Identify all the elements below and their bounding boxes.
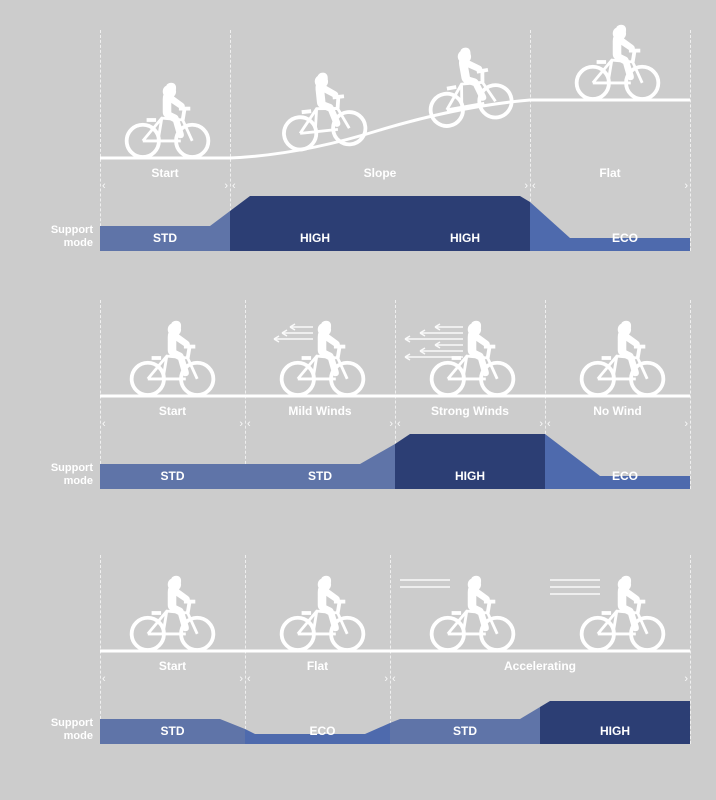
support-mode-label: Supportmode xyxy=(23,462,93,488)
segment-label: Flat xyxy=(530,166,690,180)
support-mode-label: Supportmode xyxy=(23,717,93,743)
segment-label: Flat xyxy=(245,659,390,673)
illustration xyxy=(100,555,690,653)
mode-label: HIGH xyxy=(395,469,545,483)
support-bar: STD HIGH HIGH ECO xyxy=(100,196,690,251)
cyclist xyxy=(414,37,521,132)
cyclist xyxy=(125,573,220,653)
support-bar: STDECOSTDHIGH xyxy=(100,689,690,744)
mode-label: ECO xyxy=(560,469,690,483)
mode-label: HIGH xyxy=(400,231,530,245)
bike-icon xyxy=(575,318,670,398)
mode-label: STD xyxy=(100,469,245,483)
wind-lines-icon xyxy=(395,323,465,363)
mode-label: ECO xyxy=(255,724,390,738)
cyclist xyxy=(120,80,215,160)
cyclist xyxy=(570,22,665,102)
support-bar: STDSTDHIGHECO xyxy=(100,434,690,489)
segment: Flat‹› xyxy=(530,166,690,192)
panel-terrain: Supportmode xyxy=(25,30,690,270)
panel-wind: Supportmode xyxy=(25,300,690,520)
speed-indicator xyxy=(545,575,605,605)
segment: Flat‹› xyxy=(245,659,390,685)
panel-accel: Supportmode xyxy=(25,555,690,775)
cyclist xyxy=(575,318,670,398)
segment: Start‹› xyxy=(100,659,245,685)
segment-label: Start xyxy=(100,166,230,180)
segment: Strong Winds‹› xyxy=(395,404,545,430)
support-mode-label: Supportmode xyxy=(23,224,93,250)
bike-icon xyxy=(275,573,370,653)
segment-label: Start xyxy=(100,404,245,418)
bike-icon xyxy=(271,65,374,154)
cyclist xyxy=(275,573,370,653)
divider xyxy=(690,555,691,744)
cyclist xyxy=(271,65,374,154)
bike-icon xyxy=(570,22,665,102)
illustration xyxy=(100,30,690,160)
wind-indicator xyxy=(395,323,465,363)
segment: Mild Winds‹› xyxy=(245,404,395,430)
wind-lines-icon xyxy=(245,323,315,363)
bike-icon xyxy=(125,318,220,398)
mode-label: HIGH xyxy=(250,231,380,245)
segment: No Wind‹› xyxy=(545,404,690,430)
mode-label: STD xyxy=(100,231,230,245)
illustration xyxy=(100,300,690,398)
segment-label: Mild Winds xyxy=(245,404,395,418)
mode-label: STD xyxy=(390,724,540,738)
mode-label: STD xyxy=(100,724,245,738)
mode-label: STD xyxy=(245,469,395,483)
bike-icon xyxy=(414,37,521,132)
divider xyxy=(690,300,691,489)
segment: Start‹› xyxy=(100,166,230,192)
speed-indicator xyxy=(395,575,455,605)
segment: Start‹› xyxy=(100,404,245,430)
mode-label: HIGH xyxy=(540,724,690,738)
segment-label: Strong Winds xyxy=(395,404,545,418)
speed-lines-icon xyxy=(545,575,605,605)
bike-icon xyxy=(125,573,220,653)
segment xyxy=(540,659,690,685)
mode-label: ECO xyxy=(560,231,690,245)
segment-label: Start xyxy=(100,659,245,673)
speed-lines-icon xyxy=(395,575,455,605)
bike-icon xyxy=(120,80,215,160)
divider xyxy=(690,30,691,251)
wind-indicator xyxy=(245,323,315,363)
cyclist xyxy=(125,318,220,398)
segment xyxy=(380,166,530,192)
segment-label: No Wind xyxy=(545,404,690,418)
